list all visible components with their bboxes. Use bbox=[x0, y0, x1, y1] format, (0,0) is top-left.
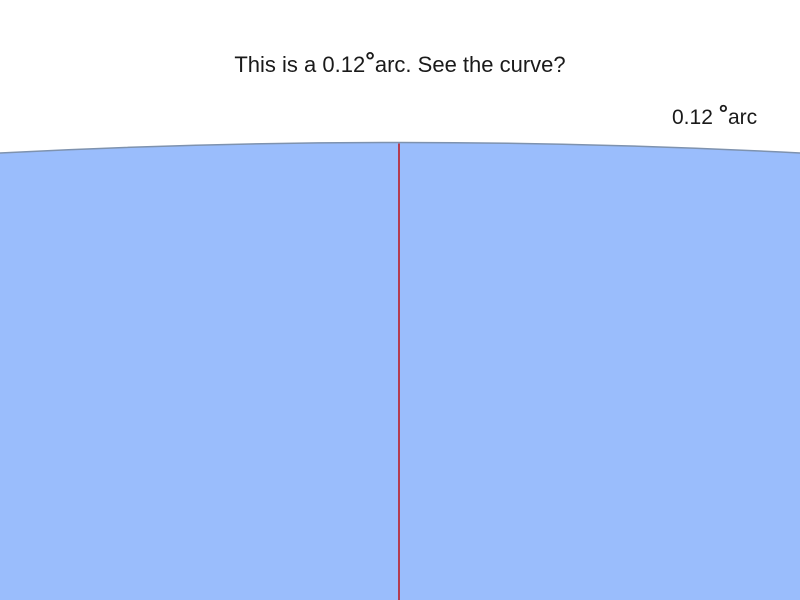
arc-label: 0.12 °arc bbox=[672, 99, 792, 132]
arc-outline bbox=[0, 141, 800, 154]
earth-arc-shape bbox=[0, 142, 800, 600]
degree-symbol: ° bbox=[718, 99, 728, 126]
slide-title: This is a 0.12°arc. See the curve? bbox=[0, 47, 800, 80]
degree-symbol: ° bbox=[365, 47, 375, 75]
slide-title-prefix: This is a 0.12 bbox=[234, 52, 366, 77]
arc-label-suffix: arc bbox=[727, 106, 758, 129]
slide-title-suffix: arc. See the curve? bbox=[374, 52, 566, 77]
arc-label-prefix: 0.12 bbox=[672, 106, 719, 129]
